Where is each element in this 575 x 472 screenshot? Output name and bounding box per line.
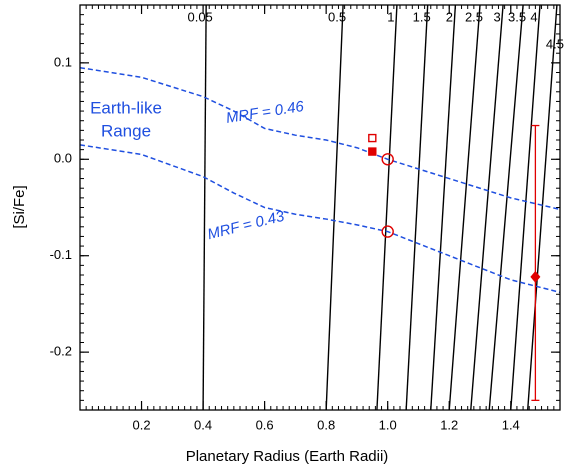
contour-line [448,5,481,410]
plot-frame [79,4,561,411]
contour-label: 2.5 [465,9,483,24]
x-tick-label: 1.4 [502,417,520,432]
point [381,153,394,166]
x-tick-label: 1.0 [379,417,397,432]
series-line [80,144,560,294]
y-tick-label: -0.1 [50,247,72,262]
series-label: MRF = 0.46 [225,98,306,127]
contour-line [510,5,541,410]
contour-line [376,5,398,410]
contour-label: 1 [387,9,394,24]
contour-label: 4.5 [546,36,564,51]
contour-line [430,5,457,410]
y-tick-label: 0.1 [54,54,72,69]
contour-label: 0.5 [328,9,346,24]
contour-label: 2 [446,9,453,24]
contour-label: 3.5 [508,9,526,24]
contour-label: 4 [530,9,537,24]
y-tick-label: -0.2 [50,344,72,359]
contour-line [405,5,429,410]
contour-line [325,5,344,410]
contour-line [470,5,504,410]
contour-label: 3 [493,9,500,24]
series-line [80,66,560,211]
annotation: Range [101,121,151,140]
point [368,133,377,143]
x-tick-label: 0.2 [132,417,150,432]
x-axis-label: Planetary Radius (Earth Radii) [186,448,389,465]
y-tick-label: 0.0 [54,151,72,166]
y-axis-label: [Si/Fe] [11,185,28,228]
x-tick-label: 1.2 [440,417,458,432]
contour-line [526,5,558,410]
contour-label: 1.5 [413,9,431,24]
x-tick-label: 0.6 [256,417,274,432]
point [381,225,394,238]
contour-label: 0.05 [187,9,212,24]
series-label: MRF = 0.43 [206,208,287,244]
annotation: Earth-like [90,98,162,117]
contour-line [488,5,524,410]
x-tick-label: 0.8 [317,417,335,432]
x-tick-label: 0.4 [194,417,212,432]
point [368,147,377,156]
contour-line [202,5,207,410]
point [530,270,541,283]
